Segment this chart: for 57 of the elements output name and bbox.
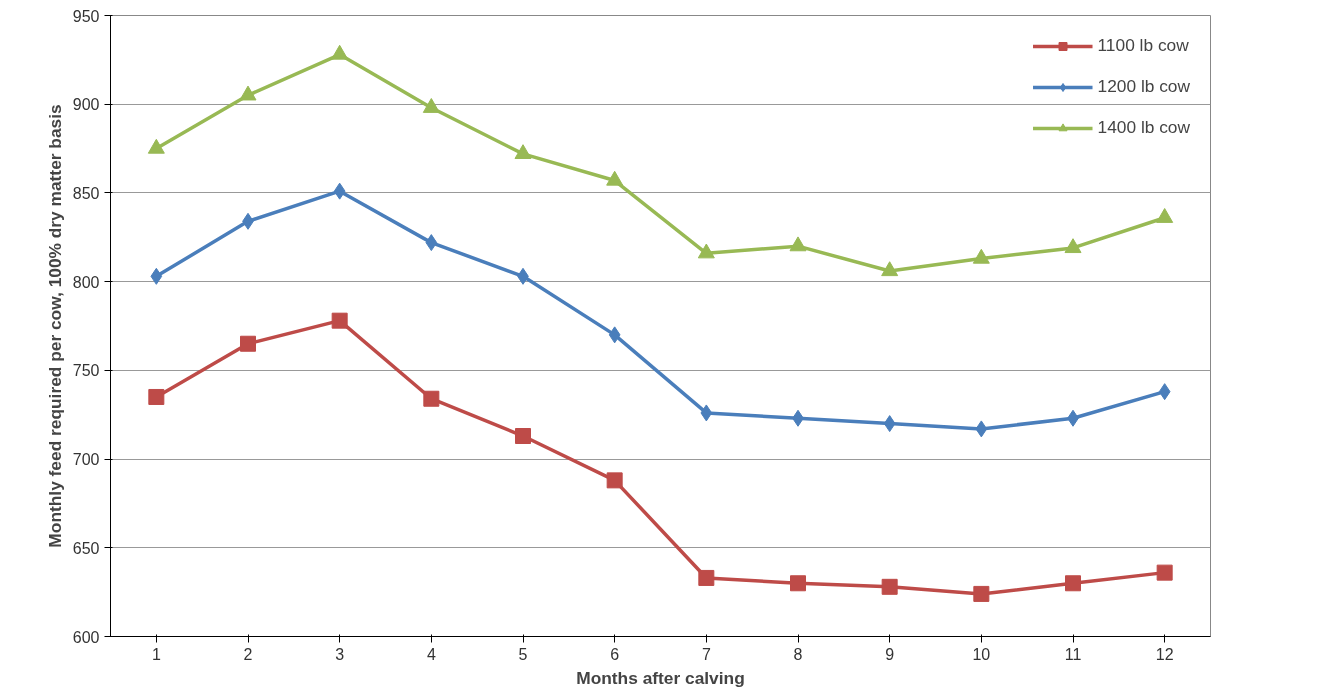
point [972,248,990,264]
point [973,585,990,602]
x-tick-label: 5 [518,645,528,663]
y-tick-label: 800 [72,273,100,291]
x-tick-label: 3 [335,645,345,663]
y-tick-label: 850 [72,184,100,202]
point [700,404,713,422]
point [606,170,624,186]
x-tick-label: 1 [151,645,161,663]
point [515,428,531,445]
y-tick-label: 600 [72,628,100,646]
point [1064,238,1082,254]
point [975,420,988,438]
legend-label: 1100 lb cow [1097,35,1189,56]
legend-label: 1200 lb cow [1097,76,1190,97]
y-tick-label: 750 [72,362,100,380]
legend-label: 1400 lb cow [1097,117,1190,138]
y-tick-label: 700 [72,451,100,469]
point [698,569,715,586]
x-tick-label: 4 [426,645,436,663]
y-axis-title: Monthly feed required per cow, 100% dry matter basis [44,104,65,548]
y-tick-label: 950 [72,7,100,25]
point [697,243,715,259]
point [789,236,807,252]
x-tick-label: 9 [885,645,895,663]
point [148,388,165,405]
point [514,144,532,160]
x-tick-label: 10 [972,645,991,663]
point [1156,564,1173,581]
point [333,182,346,200]
point [331,312,348,329]
point [883,415,896,433]
y-tick-label: 650 [72,539,100,557]
point [608,326,621,344]
point [147,138,165,154]
point [150,267,163,285]
point [606,472,623,489]
point [1156,208,1174,223]
point [425,234,438,252]
x-tick-label: 7 [701,645,711,663]
x-tick-label: 11 [1064,645,1082,663]
point [423,390,440,407]
point [1158,383,1171,401]
y-tick-label: 900 [72,96,100,114]
x-tick-label: 12 [1155,645,1174,663]
x-axis-title: Months after calving [576,667,745,688]
x-tick-label: 8 [793,645,803,663]
x-tick-label: 6 [610,645,620,663]
point [240,335,256,352]
x-tick-label: 2 [243,645,253,663]
point [1065,575,1081,592]
point [881,261,899,277]
point [790,575,806,592]
point [331,44,349,60]
point [881,578,898,595]
point [239,85,257,101]
point [422,98,440,113]
